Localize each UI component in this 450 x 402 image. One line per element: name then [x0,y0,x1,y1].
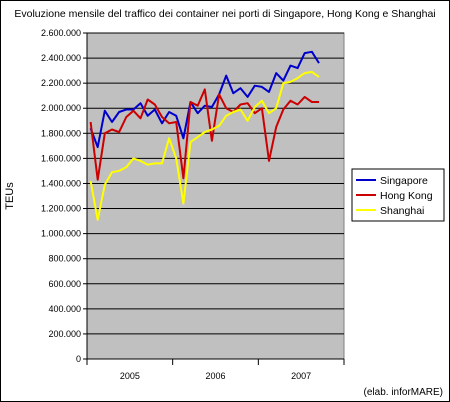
y-tick-label: 2.000.000 [41,103,81,113]
plot-area: 0 200.000 400.000 600.000 800.000 1.000.000 1.… [41,28,345,381]
y-tick-label: 0 [76,354,81,364]
y-tick-label: 2.600.000 [41,28,81,38]
y-tick-label: 400.000 [48,304,81,314]
y-tick-label: 1.200.000 [41,204,81,214]
legend-label: Hong Kong [380,190,433,202]
x-tick-label: 2007 [291,371,311,381]
legend-label: Singapore [380,175,428,187]
x-tick-label: 2006 [205,371,225,381]
legend: Singapore Hong Kong Shanghai [351,168,445,222]
y-tick-label: 1.000.000 [41,229,81,239]
y-tick-label: 200.000 [48,329,81,339]
y-tick-label: 1.600.000 [41,153,81,163]
credit-text: (elab. inforMARE) [364,387,443,398]
series-line-hong-kong [89,88,319,181]
y-tick-label: 800.000 [48,254,81,264]
y-tick-label: 2.400.000 [41,53,81,63]
y-axis-title: TEUs [4,182,16,210]
x-tick-label: 2005 [120,371,140,381]
series-line-shanghai [89,70,320,221]
y-tick-label: 600.000 [48,279,81,289]
y-tick-label: 1.400.000 [41,178,81,188]
y-tick-label: 1.800.000 [41,128,81,138]
plot-background [86,32,345,360]
legend-label: Shanghai [380,205,424,217]
y-tick-label: 2.200.000 [41,78,81,88]
series-line-singapore [89,50,320,149]
chart-title: Evoluzione mensile del traffico dei cont… [14,8,435,20]
